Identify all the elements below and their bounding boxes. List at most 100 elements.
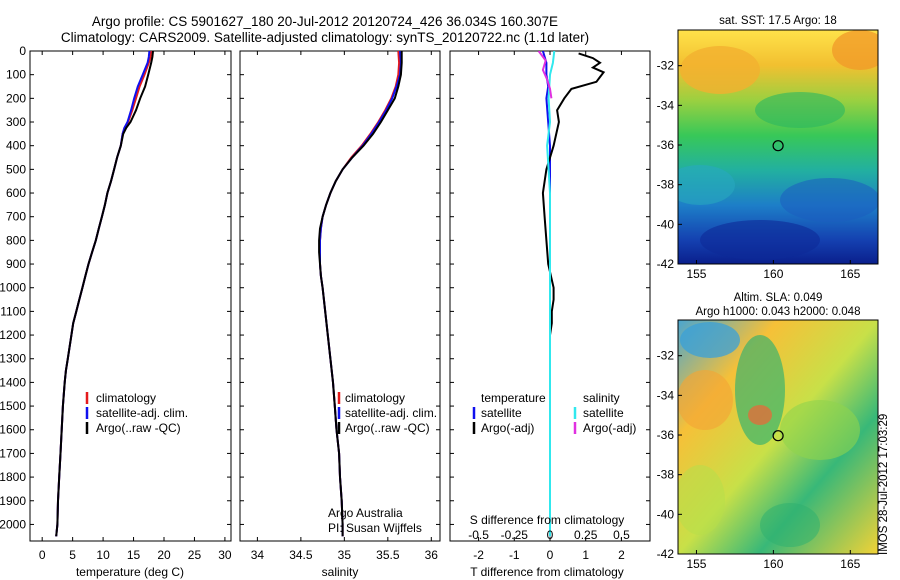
- y-tick-label: 600: [6, 186, 26, 200]
- map-y-tick-label: -38: [657, 468, 675, 482]
- x-tick-label: 20: [157, 548, 171, 562]
- x-tick-label: 15: [127, 548, 141, 562]
- map-x-tick-label: 160: [763, 557, 783, 571]
- legend-label-argo: Argo(..raw -QC): [96, 421, 181, 435]
- sla-map-axis: 155 160 165 -32 -34 -36 -38 -40 -42: [657, 349, 861, 571]
- sst-map-axis: 155 160 165 -32 -34 -36 -38 -40 -42: [657, 59, 861, 281]
- y-tick-label: 1100: [0, 304, 26, 318]
- y-tick-label: 300: [6, 115, 26, 129]
- series-line-temperature-argo-adj: [541, 52, 606, 537]
- salinity-series: [318, 51, 403, 537]
- x-tick-label: -2: [473, 548, 484, 562]
- s-diff-tick-label: -0.5: [468, 528, 489, 542]
- map-x-tick-label: 165: [840, 557, 860, 571]
- series-line-salinity-argo-adj: [537, 51, 553, 99]
- x-tick-label: 5: [69, 548, 76, 562]
- y-tick-label: 1300: [0, 352, 26, 366]
- map-y-tick-label: -42: [657, 547, 675, 561]
- y-tick-label: 1600: [0, 423, 26, 437]
- series-line-climatology: [55, 51, 153, 537]
- x-tick-label: 34.5: [289, 548, 313, 562]
- salinity-x-label: salinity: [322, 565, 359, 579]
- y-tick-label: 2000: [0, 517, 26, 531]
- map-y-tick-label: -40: [657, 507, 675, 521]
- x-tick-label: 2: [618, 548, 625, 562]
- sst-map-title: sat. SST: 17.5 Argo: 18: [719, 15, 837, 27]
- credit-line-2: PI: Susan Wijffels: [328, 521, 422, 535]
- depth-axis: 0 100 200 300 400 500 600 700 800 900 1000 1100 1200…: [0, 44, 650, 531]
- y-tick-label: 800: [6, 233, 26, 247]
- x-tick-label: 36: [425, 548, 439, 562]
- salinity-legend: climatology satellite-adj. clim. Argo(..…: [337, 391, 437, 435]
- legend-title-salinity: salinity: [583, 391, 620, 405]
- legend-label-sal-argo: Argo(-adj): [583, 421, 636, 435]
- s-diff-tick-label: 0.5: [613, 528, 630, 542]
- x-tick-label: 30: [218, 548, 232, 562]
- x-tick-label: 10: [96, 548, 110, 562]
- series-line-satellite-adj-clim: [319, 51, 402, 537]
- argo-float-marker: [772, 430, 784, 442]
- sla-map-title-line-1: Altim. SLA: 0.049: [734, 292, 823, 304]
- x-tick-label: -1: [509, 548, 520, 562]
- x-tick-label: 35.5: [376, 548, 400, 562]
- legend-label-climatology: climatology: [345, 391, 405, 405]
- y-tick-label: 1400: [0, 375, 26, 389]
- legend-label-temp-satellite: satellite: [481, 406, 522, 420]
- temperature-panel-frame: [29, 50, 232, 542]
- x-tick-label: 0: [39, 548, 46, 562]
- map-y-tick-label: -42: [657, 257, 675, 271]
- map-y-tick-label: -34: [657, 388, 675, 402]
- series-line-climatology: [319, 51, 401, 537]
- chart-title-line-2: Climatology: CARS2009. Satellite-adjuste…: [60, 30, 590, 45]
- map-x-tick-label: 155: [686, 267, 706, 281]
- y-tick-label: 100: [6, 68, 26, 82]
- map-y-tick-label: -32: [657, 349, 675, 363]
- sla-map: [678, 320, 878, 554]
- temperature-series: [55, 51, 154, 537]
- temperature-x-ticks: 0 5 10 15 20 25 30: [39, 51, 232, 562]
- sst-map-frame: [677, 29, 879, 265]
- legend-label-sal-satellite: satellite: [583, 406, 624, 420]
- x-tick-label: 1: [582, 548, 589, 562]
- x-tick-label: 25: [188, 548, 202, 562]
- legend-label-climatology: climatology: [96, 391, 156, 405]
- y-tick-label: 700: [6, 210, 26, 224]
- series-line-argo-raw-qc: [318, 51, 403, 537]
- chart-title-line-1: Argo profile: CS 5901627_180 20-Jul-2012…: [91, 14, 559, 29]
- argo-float-marker: [772, 140, 784, 152]
- map-y-tick-label: -40: [657, 217, 675, 231]
- y-tick-label: 200: [6, 91, 26, 105]
- legend-label-satellite: satellite-adj. clim.: [96, 406, 188, 420]
- legend-label-temp-argo: Argo(-adj): [481, 421, 534, 435]
- sla-map-frame: [677, 319, 879, 555]
- series-line-satellite-adj-clim: [55, 51, 151, 537]
- y-tick-label: 500: [6, 162, 26, 176]
- map-y-tick-label: -32: [657, 59, 675, 73]
- salinity-panel-frame: [239, 50, 441, 542]
- y-tick-label: 1700: [0, 446, 26, 460]
- y-tick-label: 1800: [0, 470, 26, 484]
- s-diff-tick-label: 0: [547, 528, 554, 542]
- s-diff-tick-label: 0.25: [574, 528, 598, 542]
- timestamp-stamp: IMOS 28-Jul-2012 17:03:29: [878, 413, 890, 555]
- series-line-salinity-satellite: [546, 51, 556, 537]
- x-tick-label: 34: [251, 548, 265, 562]
- s-difference-x-label: S difference from climatology: [470, 513, 625, 527]
- temperature-x-label: temperature (deg C): [76, 565, 184, 579]
- temperature-legend: climatology satellite-adj. clim. Argo(..…: [85, 391, 188, 435]
- difference-x-ticks: -2 -1 0 1 2 -0.5 -0.25 0 0.25 0.5: [468, 51, 630, 562]
- map-y-tick-label: -36: [657, 138, 675, 152]
- credit-line-1: Argo Australia: [328, 506, 403, 520]
- y-tick-label: 1000: [0, 281, 26, 295]
- sla-map-title-line-2: Argo h1000: 0.043 h2000: 0.048: [696, 306, 861, 318]
- salinity-x-ticks: 34 34.5 35 35.5 36: [251, 51, 439, 562]
- t-difference-x-label: T difference from climatology: [470, 565, 624, 579]
- y-tick-label: 900: [6, 257, 26, 271]
- map-y-tick-label: -38: [657, 178, 675, 192]
- map-y-tick-label: -36: [657, 428, 675, 442]
- legend-label-satellite: satellite-adj. clim.: [345, 406, 437, 420]
- map-x-tick-label: 155: [686, 557, 706, 571]
- y-tick-label: 1200: [0, 328, 26, 342]
- difference-legend: temperature satellite Argo(-adj) salinit…: [472, 391, 636, 435]
- y-tick-label: 400: [6, 139, 26, 153]
